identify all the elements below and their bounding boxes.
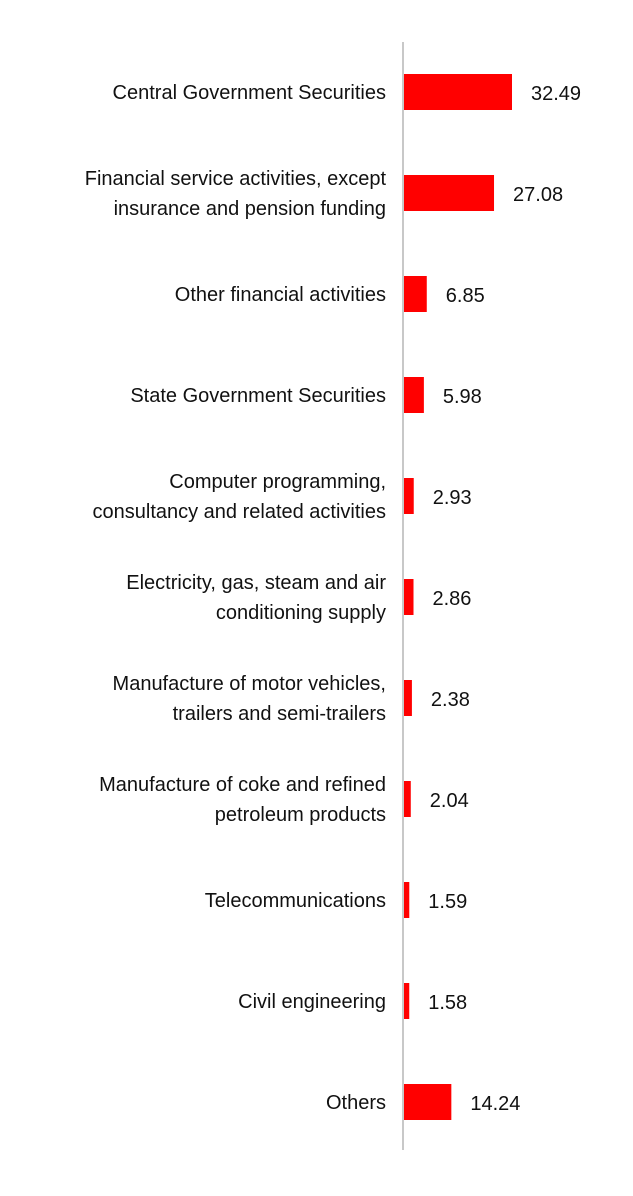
value-label: 32.49 [531,83,581,105]
category-label-line: insurance and pension funding [114,198,386,220]
category-label-line: Other financial activities [175,284,386,306]
category-label-line: consultancy and related activities [93,501,387,523]
category-label-line: Manufacture of coke and refined [99,774,386,796]
bar [404,478,414,514]
value-label: 1.58 [428,992,467,1014]
bar [404,276,427,312]
category-label-line: Civil engineering [238,991,386,1013]
value-label: 5.98 [443,386,482,408]
category-label: Civil engineering [238,991,386,1013]
category-label-line: petroleum products [215,804,386,826]
category-label-line: Manufacture of motor vehicles, [113,673,386,695]
bar [404,781,411,817]
value-label: 6.85 [446,285,485,307]
category-label-line: Central Government Securities [113,82,386,104]
bar [404,882,410,918]
bar [404,175,495,211]
category-label-line: trailers and semi-trailers [173,703,386,725]
category-label: Financial service activities, except insu… [85,168,387,220]
bars-group [404,74,512,1120]
value-label: 14.24 [470,1093,520,1115]
value-label: 2.86 [433,588,472,610]
bar [404,983,410,1019]
value-label: 27.08 [513,184,563,206]
category-label-line: Electricity, gas, steam and air [126,572,386,594]
category-label-line: State Government Securities [130,385,386,407]
category-label-line: Computer programming, [169,471,386,493]
category-label: Telecommunications [205,890,386,912]
bar [404,579,414,615]
category-label-line: Telecommunications [205,890,386,912]
bar [404,377,424,413]
category-labels-group: Central Government Securities Financial s… [85,82,387,1114]
category-label: State Government Securities [130,385,386,407]
category-label-line: Financial service activities, except [85,168,387,190]
category-label: Computer programming, consultancy and rel… [93,471,387,523]
category-label-line: Others [326,1092,386,1114]
bar [404,1084,452,1120]
bar [404,74,512,110]
value-label: 1.59 [428,891,467,913]
category-label: Manufacture of coke and refined petroleum… [99,774,386,826]
category-label: Electricity, gas, steam and air condition… [126,572,386,624]
category-label: Central Government Securities [113,82,386,104]
value-label: 2.93 [433,487,472,509]
category-label-line: conditioning supply [216,602,386,624]
value-label: 2.38 [431,689,470,711]
category-label: Other financial activities [175,284,386,306]
value-label: 2.04 [430,790,469,812]
value-labels-group: 32.49 27.08 6.85 5.98 2.93 2.86 2.38 2.04 1.59 1.… [428,83,581,1115]
category-label: Manufacture of motor vehicles, trailers a… [113,673,386,725]
bar [404,680,412,716]
category-label: Others [326,1092,386,1114]
